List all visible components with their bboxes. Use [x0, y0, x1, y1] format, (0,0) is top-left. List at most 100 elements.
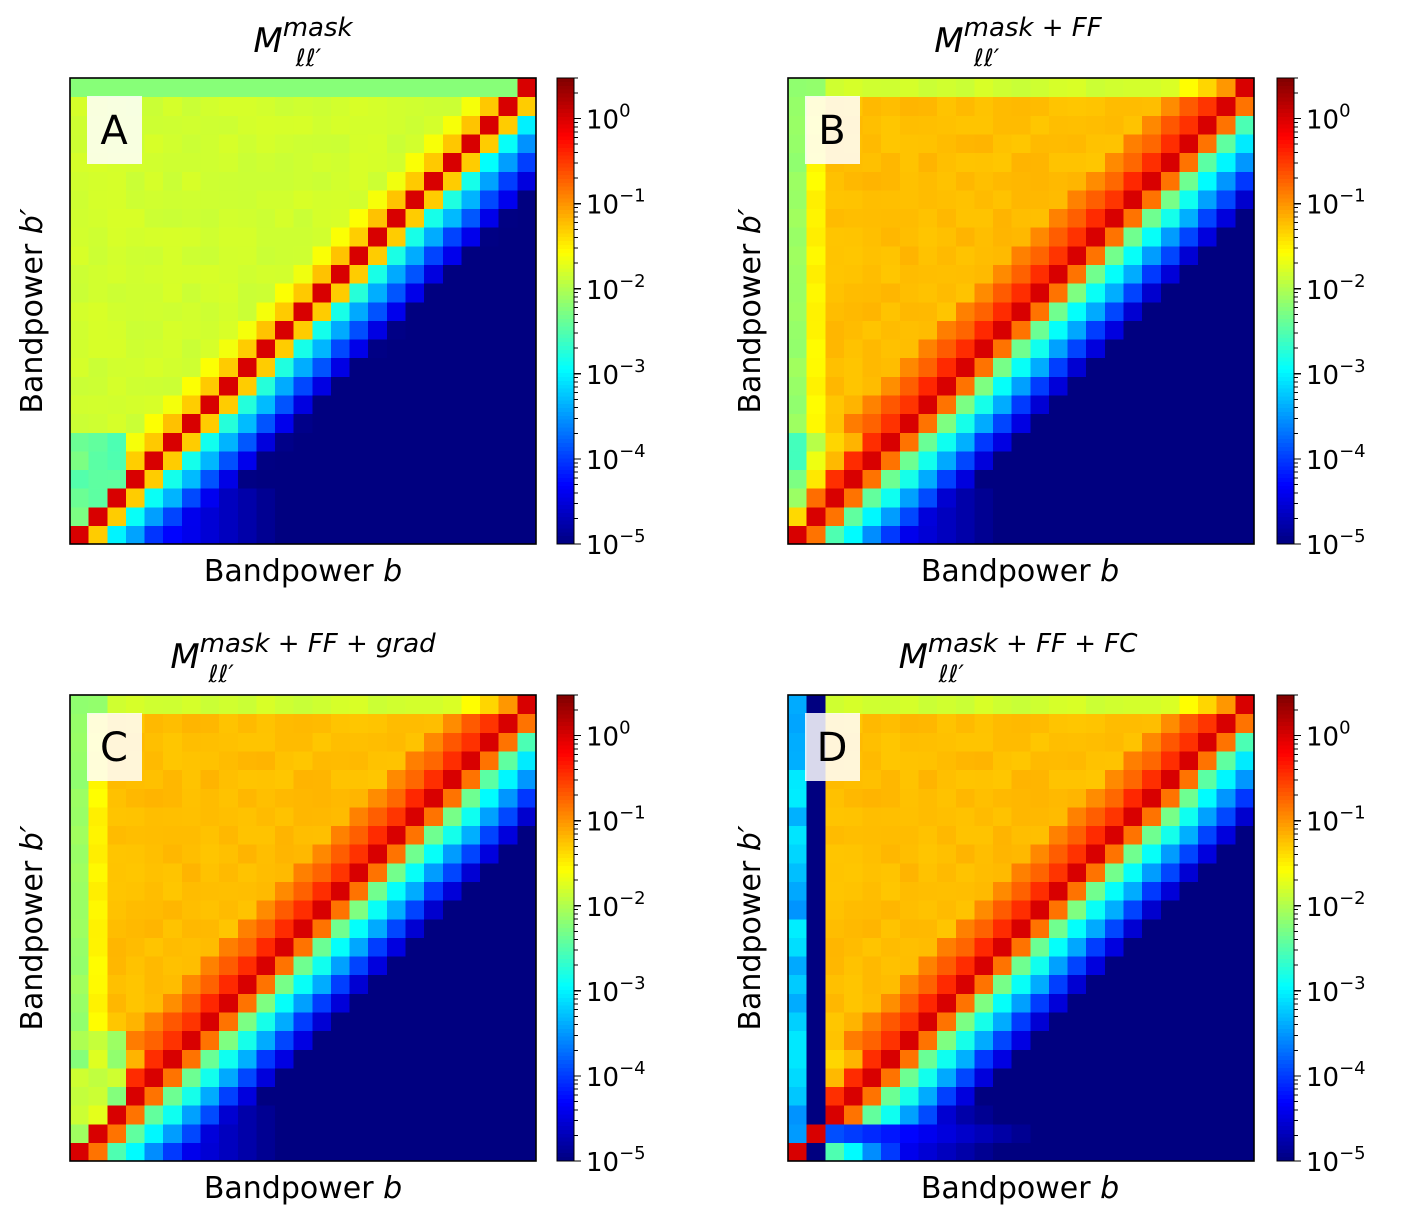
colorbar-tick-label: 10−5 — [586, 1143, 646, 1178]
heatmap-cell — [1067, 96, 1087, 116]
heatmap-cell — [181, 1067, 202, 1088]
heatmap-cell — [181, 357, 202, 377]
heatmap-cell — [293, 806, 313, 827]
heatmap-cell — [275, 394, 295, 415]
heatmap-cell — [993, 189, 1013, 210]
heatmap-cell — [275, 769, 295, 789]
heatmap-cell — [862, 227, 882, 247]
heatmap-cell — [275, 525, 295, 545]
colorbar-segment — [1277, 792, 1294, 797]
heatmap-cell — [993, 1030, 1013, 1050]
heatmap-cell — [293, 825, 313, 845]
heatmap-cell — [88, 825, 108, 845]
heatmap-cell — [405, 413, 425, 433]
colorbar-segment — [1277, 140, 1294, 145]
colorbar-segment — [557, 1063, 574, 1069]
heatmap-cell — [788, 376, 808, 396]
colorbar-segment — [557, 749, 574, 754]
heatmap-cell — [1104, 115, 1125, 135]
heatmap-cell — [498, 993, 518, 1013]
heatmap-cell — [480, 881, 500, 901]
heatmap-cell — [480, 189, 500, 210]
heatmap-cell — [107, 937, 127, 957]
heatmap-cell — [1198, 1030, 1218, 1050]
heatmap-cell — [424, 750, 444, 771]
heatmap-cell — [293, 115, 313, 135]
heatmap-cell — [405, 320, 425, 340]
heatmap-cell — [1011, 750, 1031, 771]
heatmap-cell — [368, 1105, 388, 1125]
colorbar-segment — [1277, 380, 1294, 386]
heatmap-cell — [806, 1011, 826, 1032]
heatmap-cell — [163, 918, 183, 938]
heatmap-cell — [163, 844, 183, 864]
colorbar-segment — [1277, 962, 1294, 968]
heatmap-cell — [899, 750, 920, 771]
heatmap-cell — [442, 732, 463, 752]
colorbar-segment — [1277, 132, 1294, 137]
heatmap-cell — [181, 78, 202, 98]
heatmap-cell — [974, 974, 994, 994]
heatmap-cell — [825, 937, 845, 957]
heatmap-cell — [1179, 825, 1199, 845]
heatmap-cell — [517, 376, 537, 396]
heatmap-cell — [993, 993, 1013, 1013]
heatmap-cell — [480, 506, 500, 526]
heatmap-cell — [200, 376, 220, 396]
colorbar-segment — [557, 198, 574, 203]
colorbar-segment — [1277, 858, 1294, 863]
colorbar-segment — [1277, 411, 1294, 417]
heatmap-cell — [125, 1105, 146, 1125]
colorbar-segment — [1277, 893, 1294, 898]
heatmap-cell — [1142, 695, 1162, 715]
colorbar-segment — [557, 1126, 574, 1131]
colorbar-tick-label: 10−1 — [1306, 803, 1366, 838]
colorbar-segment — [557, 377, 574, 382]
heatmap-cell — [937, 488, 957, 508]
heatmap-cell — [330, 788, 351, 808]
heatmap-cell — [1235, 750, 1255, 771]
heatmap-cell — [1216, 376, 1236, 396]
heatmap-cell — [163, 695, 183, 715]
heatmap-cell — [219, 78, 239, 98]
heatmap-cell — [293, 469, 313, 489]
heatmap-cell — [330, 806, 351, 827]
colorbar-segment — [557, 1114, 574, 1119]
heatmap-cell — [181, 806, 202, 827]
colorbar-tick-label: 10−2 — [1306, 271, 1366, 306]
heatmap-cell — [1235, 245, 1255, 265]
colorbar-segment — [1277, 741, 1294, 747]
heatmap-cell — [1048, 115, 1069, 135]
colorbar-segment — [1277, 171, 1294, 176]
heatmap-cell — [386, 338, 407, 359]
colorbar-segment — [557, 865, 574, 871]
colorbar-segment — [1277, 128, 1294, 133]
heatmap-cell — [293, 320, 313, 340]
heatmap-cell — [107, 264, 127, 284]
heatmap-cell — [1067, 881, 1087, 901]
heatmap-cell — [899, 133, 920, 154]
heatmap-cell — [107, 78, 127, 98]
colorbar-tick-label: 100 — [1306, 718, 1351, 753]
heatmap-cell — [275, 1086, 295, 1106]
colorbar-segment — [1277, 854, 1294, 859]
heatmap-cell — [1198, 301, 1218, 321]
heatmap-cell — [70, 227, 90, 247]
heatmap-cell — [1160, 1067, 1181, 1088]
heatmap-cell — [480, 115, 500, 135]
heatmap-cell — [937, 695, 957, 715]
heatmap-cell — [480, 918, 500, 938]
heatmap-cell — [480, 955, 500, 976]
heatmap-cell — [442, 1067, 463, 1088]
heatmap-cell — [1179, 320, 1199, 340]
colorbar-segment — [1277, 419, 1294, 425]
heatmap-cell — [806, 900, 826, 920]
heatmap-cell — [937, 96, 957, 116]
heatmap-cell — [1179, 338, 1199, 359]
heatmap-cell — [1030, 245, 1050, 265]
heatmap-cell — [349, 732, 369, 752]
heatmap-cell — [974, 208, 994, 228]
colorbar-segment — [1277, 710, 1294, 716]
heatmap-cell — [424, 769, 444, 789]
heatmap-cell — [1067, 264, 1087, 284]
